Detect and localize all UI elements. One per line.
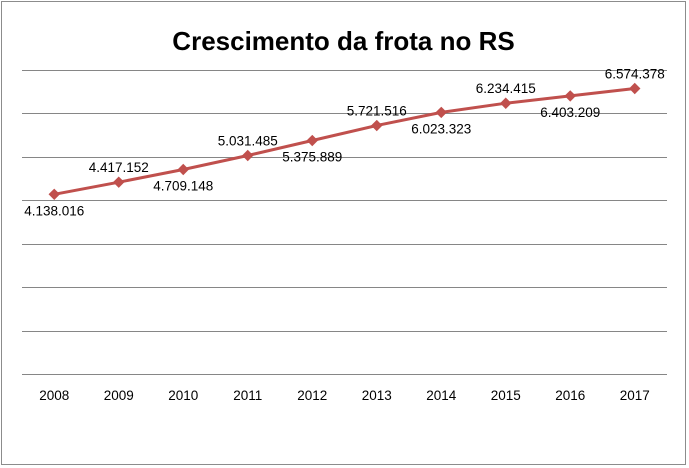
x-tick-label: 2014	[426, 388, 457, 403]
x-tick-label: 2017	[620, 388, 650, 403]
x-tick-label: 2008	[39, 388, 69, 403]
data-point	[177, 163, 189, 176]
x-tick-label: 2010	[168, 388, 198, 403]
x-tick-label: 2015	[491, 388, 521, 403]
data-label: 6.023.323	[411, 121, 471, 136]
data-point	[564, 90, 576, 102]
data-label: 5.721.516	[347, 104, 407, 119]
data-labels: 4.138.016 4.417.152 4.709.148 5.031.485 5.37…	[24, 66, 665, 218]
data-label: 4.709.148	[153, 178, 213, 193]
x-tick-label: 2011	[233, 388, 262, 403]
x-tick-label: 2013	[362, 388, 392, 403]
x-tick-label: 2012	[297, 388, 327, 403]
data-label: 4.417.152	[89, 160, 149, 175]
data-label: 6.234.415	[476, 81, 536, 96]
data-point	[435, 106, 447, 119]
data-point	[48, 188, 60, 200]
data-point	[500, 97, 512, 109]
data-label: 5.031.485	[218, 133, 278, 148]
data-label: 5.375.889	[282, 150, 342, 165]
gridlines	[22, 70, 667, 375]
data-label: 6.403.209	[540, 105, 600, 120]
data-point	[306, 134, 318, 147]
x-tick-label: 2016	[555, 388, 585, 403]
data-point	[629, 82, 641, 95]
data-point	[113, 176, 125, 188]
x-tick-label: 2009	[104, 388, 134, 403]
series	[48, 82, 641, 200]
data-label: 4.138.016	[24, 203, 84, 218]
data-label: 6.574.378	[605, 66, 665, 81]
data-point	[242, 149, 254, 162]
series-line	[54, 87, 635, 196]
x-axis: 2008 2009 2010 2011 2012 2013 2014 2015 2016 2017	[39, 388, 650, 403]
chart-title: Crescimento da frota no RS	[172, 26, 515, 56]
data-point	[371, 119, 383, 132]
